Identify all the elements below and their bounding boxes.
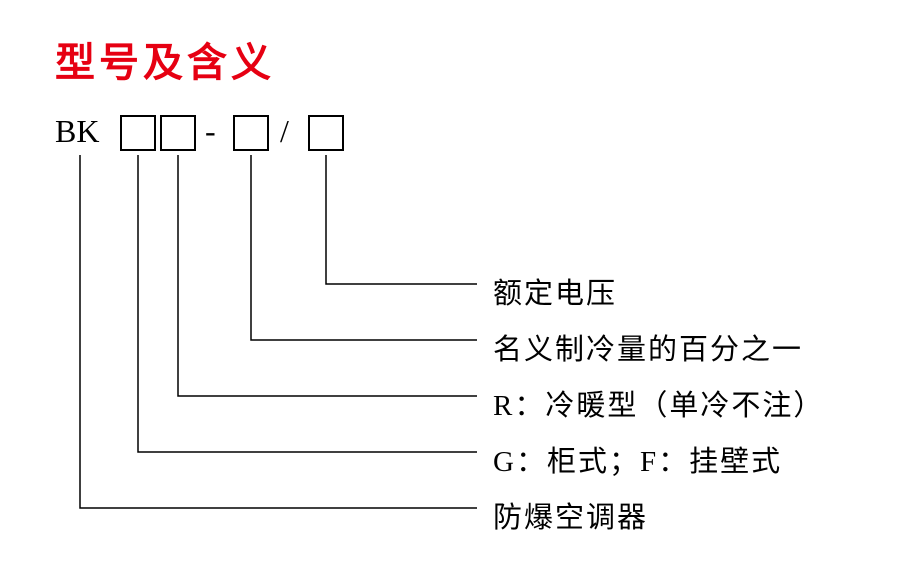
description-0: 额定电压 xyxy=(493,270,617,312)
connector-line-3 xyxy=(138,155,477,452)
model-text-0: BK xyxy=(55,113,99,150)
connector-line-4 xyxy=(80,155,477,508)
description-2: R：冷暖型（单冷不注） xyxy=(493,382,824,424)
model-box-4 xyxy=(233,115,269,151)
model-box-2 xyxy=(160,115,196,151)
description-1: 名义制冷量的百分之一 xyxy=(493,326,803,368)
description-4: 防爆空调器 xyxy=(493,494,648,536)
connector-line-2 xyxy=(178,155,477,396)
description-3: G：柜式；F：挂壁式 xyxy=(493,438,782,480)
model-text-3: - xyxy=(205,113,216,150)
connector-line-0 xyxy=(326,155,477,284)
diagram-title: 型号及含义 xyxy=(55,30,275,88)
model-box-1 xyxy=(120,115,156,151)
connector-line-1 xyxy=(251,155,477,340)
model-text-5: / xyxy=(280,113,289,150)
model-box-6 xyxy=(308,115,344,151)
